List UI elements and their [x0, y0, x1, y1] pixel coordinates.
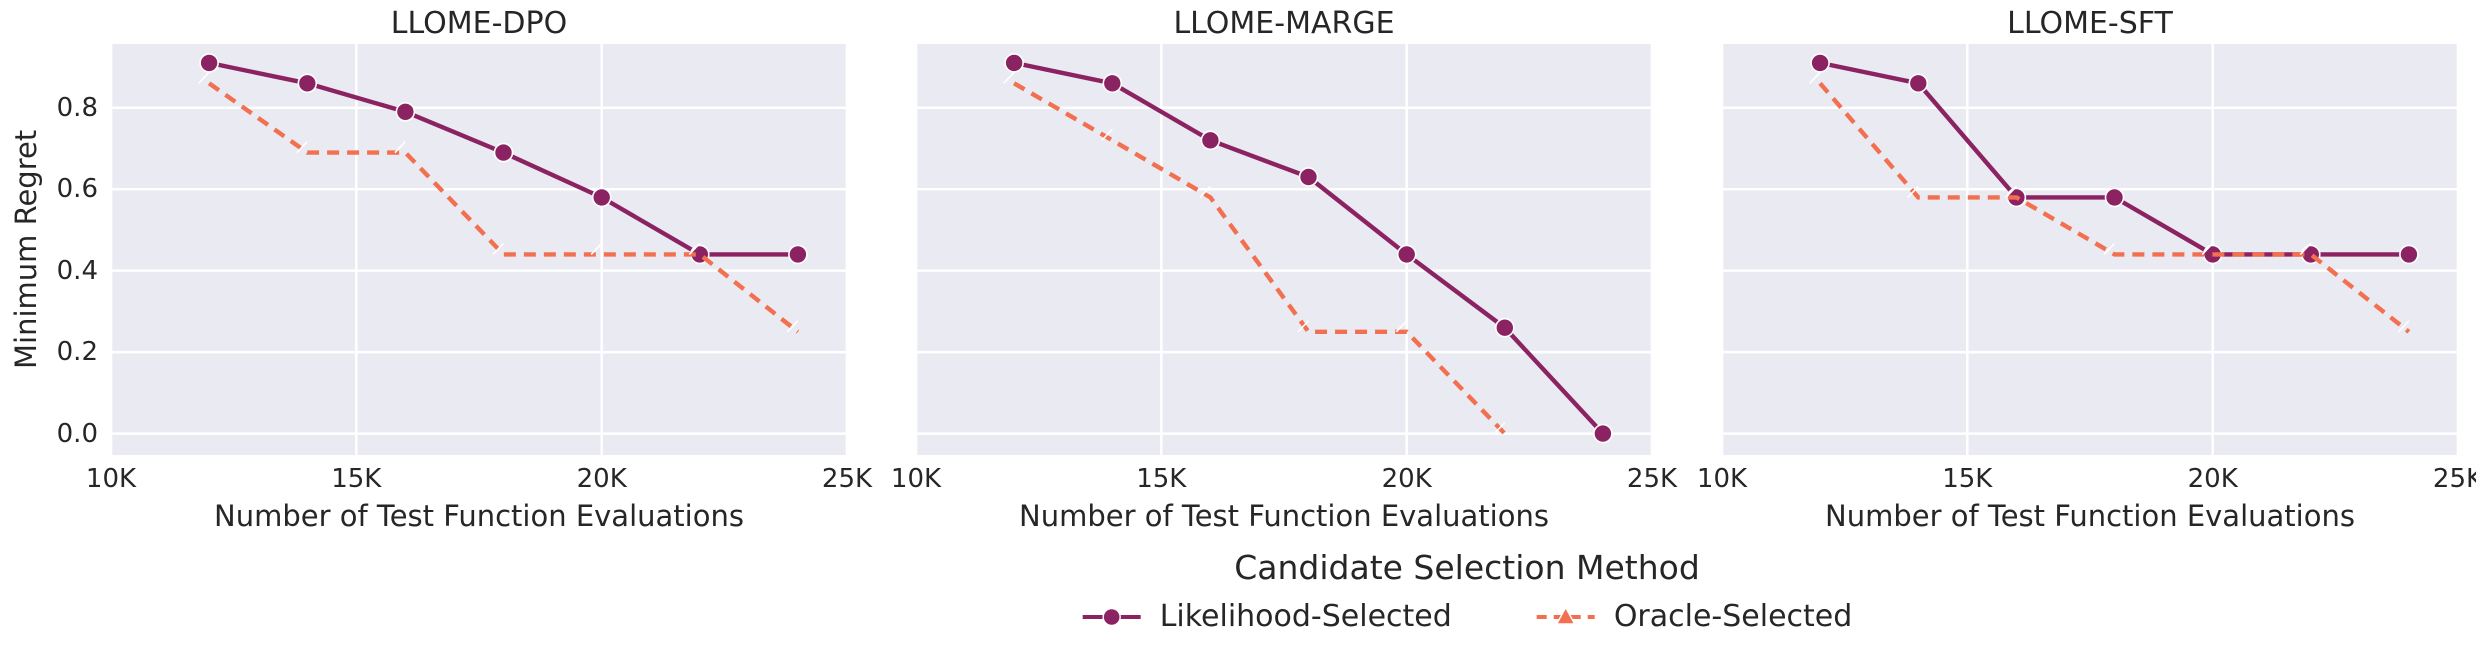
- plot-area: [109, 44, 849, 455]
- data-point-circle: [493, 142, 514, 163]
- x-tick-label: 25K: [1626, 464, 1678, 494]
- panel-llome-sft: LLOME-SFT 10K 15K 20K 25K Number of Test Fu…: [1697, 0, 2476, 658]
- data-point-circle: [1004, 53, 1024, 73]
- data-point-triangle: [394, 141, 406, 154]
- x-tick-label: 15K: [1136, 464, 1187, 494]
- data-point-triangle: [2005, 185, 2017, 199]
- data-point-circle: [1200, 130, 1221, 151]
- data-point-circle: [1396, 244, 1417, 265]
- x-tick-label: 15K: [331, 464, 382, 494]
- x-tick-row: 10K 15K 20K 25K: [1697, 464, 2476, 496]
- panel-llome-marge: LLOME-MARGE 10K 15K 20K 25K Number of Test …: [891, 0, 1677, 658]
- data-point-circle: [1298, 167, 1319, 187]
- x-tick-label: 25K: [2432, 464, 2476, 494]
- series-line: [1012, 81, 1507, 436]
- data-point-triangle: [2201, 242, 2214, 256]
- oracle-line-marker-icon: [1536, 603, 1596, 631]
- data-point-triangle: [1297, 320, 1310, 333]
- data-point-triangle: [1493, 422, 1506, 435]
- x-axis-label: Number of Test Function Evaluations: [214, 499, 744, 533]
- y-tick-label-0.0: 0.0: [56, 419, 98, 449]
- series-line: [207, 81, 800, 334]
- plot-area: [914, 44, 1654, 455]
- x-tick-row: 10K 15K 20K 25K: [86, 464, 872, 496]
- data-point-triangle: [2299, 242, 2312, 256]
- x-tick-label: 20K: [1381, 464, 1432, 494]
- data-point-triangle: [1809, 71, 1821, 84]
- x-tick-label: 10K: [1696, 464, 1748, 494]
- x-tick-row: 10K 15K 20K 25K: [891, 464, 1677, 496]
- data-point-circle: [1102, 73, 1123, 94]
- data-point-triangle: [492, 242, 505, 256]
- data-point-triangle: [2397, 320, 2410, 333]
- panel-llome-dpo: LLOME-DPO 10K 15K 20K 25K Number of Test Fu…: [86, 0, 872, 658]
- panel-title: LLOME-DPO: [390, 6, 568, 41]
- data-point-circle: [1494, 317, 1515, 338]
- data-point-circle: [1810, 53, 1830, 73]
- data-point-triangle: [296, 141, 308, 154]
- data-point-circle: [297, 73, 318, 94]
- x-tick-label: 10K: [890, 464, 942, 494]
- data-point-circle: [1593, 423, 1613, 444]
- panel-title: LLOME-SFT: [2007, 6, 2173, 41]
- data-point-circle: [2399, 244, 2419, 265]
- chart-svg: [109, 44, 849, 455]
- y-tick-label-0.4: 0.4: [56, 256, 98, 286]
- legend-entry-oracle: Oracle-Selected: [1536, 599, 1853, 634]
- data-point-triangle: [786, 320, 799, 333]
- legend-title: Candidate Selection Method: [1234, 548, 1700, 587]
- data-point-circle: [591, 187, 612, 208]
- x-tick-label: 25K: [821, 464, 873, 494]
- data-point-circle: [788, 244, 808, 265]
- x-tick-label: 20K: [576, 464, 627, 494]
- data-point-triangle: [1395, 320, 1408, 333]
- data-point-triangle: [2103, 242, 2116, 256]
- data-point-triangle: [590, 242, 603, 256]
- x-axis-label: Number of Test Function Evaluations: [1825, 499, 2355, 533]
- series-line: [1819, 60, 2409, 257]
- data-point-circle: [199, 53, 219, 73]
- data-point-triangle: [1907, 185, 1919, 199]
- y-tick-label-0.6: 0.6: [56, 174, 98, 204]
- data-point-triangle: [198, 71, 210, 84]
- plot-area: [1720, 44, 2460, 455]
- legend-label: Oracle-Selected: [1613, 599, 1853, 634]
- y-axis-label: Minimum Regret: [9, 129, 43, 370]
- data-point-triangle: [1199, 185, 1211, 199]
- x-axis-label: Number of Test Function Evaluations: [1019, 499, 1549, 533]
- x-tick-label: 15K: [1942, 464, 1993, 494]
- x-tick-label: 10K: [85, 464, 137, 494]
- chart-svg: [914, 44, 1654, 455]
- series-line: [1818, 81, 2411, 334]
- data-point-circle: [2104, 187, 2125, 208]
- panel-title: LLOME-MARGE: [1173, 6, 1395, 41]
- data-point-triangle: [1101, 128, 1113, 141]
- data-point-circle: [395, 102, 416, 122]
- legend: Likelihood-Selected Oracle-Selected: [1082, 599, 1853, 634]
- y-tick-label-0.2: 0.2: [56, 337, 98, 367]
- x-tick-label: 20K: [2187, 464, 2238, 494]
- y-tick-label-0.8: 0.8: [56, 93, 98, 123]
- series-line: [1013, 60, 1605, 436]
- data-point-circle: [1908, 73, 1929, 94]
- legend-label: Likelihood-Selected: [1159, 599, 1452, 634]
- data-point-triangle: [1003, 71, 1015, 84]
- legend-entry-likelihood: Likelihood-Selected: [1082, 599, 1452, 634]
- likelihood-line-marker-icon: [1082, 603, 1142, 631]
- chart-svg: [1720, 44, 2460, 455]
- data-point-triangle: [688, 242, 701, 256]
